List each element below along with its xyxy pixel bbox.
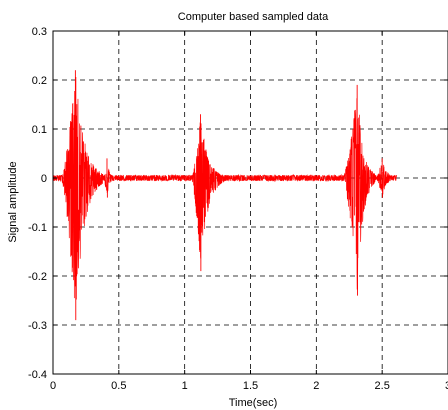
y-tick-labels: -0.4 -0.3 -0.2 -0.1 0 0.1 0.2 0.3: [28, 26, 47, 381]
y-tick-label: -0.3: [28, 320, 47, 332]
x-tick-label: 2.5: [375, 380, 390, 392]
y-tick-label: 0.3: [32, 26, 47, 38]
x-tick-label: 1.5: [243, 380, 258, 392]
signal-line: [52, 77, 397, 300]
y-tick-label: -0.4: [28, 369, 47, 381]
y-tick-label: 0.2: [32, 75, 47, 87]
y-tick-label: 0: [41, 173, 47, 185]
chart-title: Computer based sampled data: [178, 11, 329, 23]
x-tick-label: 1: [182, 380, 188, 392]
x-tick-labels: 0 0.5 1 1.5 2 2.5 3: [50, 380, 448, 392]
y-axis-label: Signal amplitude: [7, 161, 19, 242]
y-tick-label: -0.1: [28, 222, 47, 234]
x-axis-label: Time(sec): [229, 397, 277, 409]
grid-lines: [53, 31, 448, 374]
y-tick-label: 0.1: [32, 124, 47, 136]
signal-series: [52, 70, 397, 321]
x-tick-label: 3: [445, 380, 448, 392]
axis-ticks: [52, 30, 448, 375]
x-tick-label: 0: [50, 380, 56, 392]
y-tick-label: -0.2: [28, 271, 47, 283]
x-tick-label: 0.5: [111, 380, 126, 392]
x-tick-label: 2: [313, 380, 319, 392]
